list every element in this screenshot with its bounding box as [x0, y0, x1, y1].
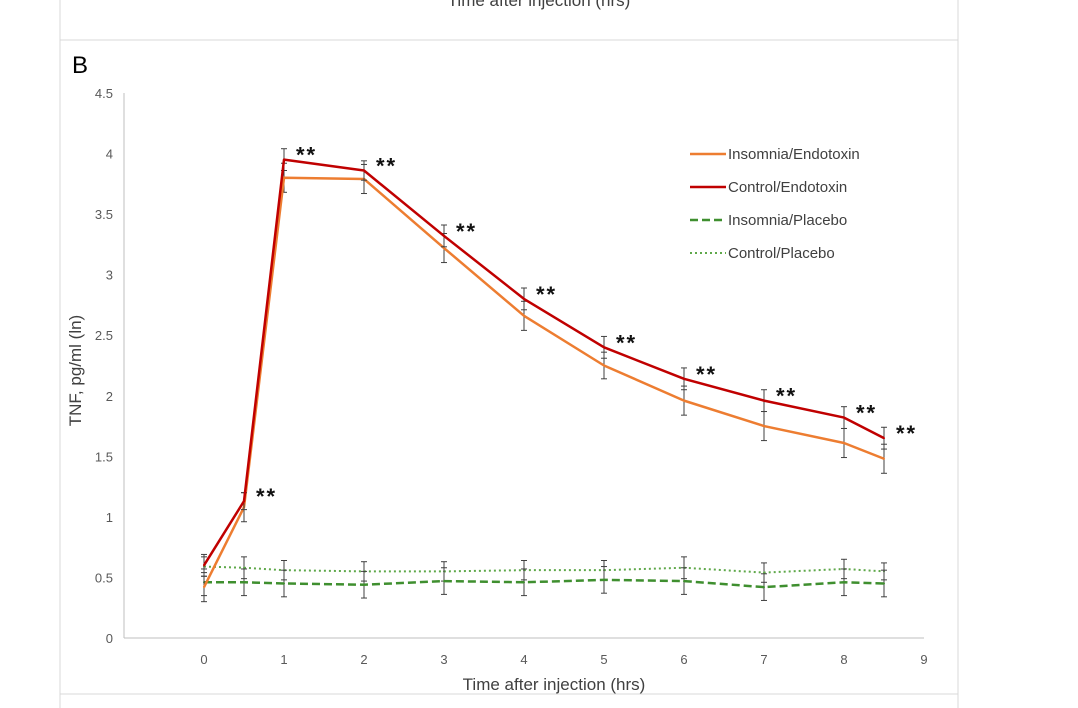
y-tick-label: 0 — [106, 631, 113, 646]
significance-marker: ** — [856, 401, 877, 426]
data-point — [843, 416, 845, 419]
data-point — [683, 399, 685, 402]
legend-label-control-endotoxin: Control/Endotoxin — [728, 179, 847, 196]
significance-marker: ** — [256, 484, 277, 509]
y-tick-label: 2 — [106, 389, 113, 404]
axes: 0 0.5 1 1.5 2 2.5 3 3.5 4 4.5 0 1 2 3 4 5 6 7 8 9 Time after… — [66, 86, 928, 694]
data-point — [883, 437, 885, 440]
legend-label-insomnia-placebo: Insomnia/Placebo — [728, 212, 847, 229]
x-tick-label: 2 — [360, 652, 367, 667]
data-point — [763, 425, 765, 428]
panel-label: B — [72, 52, 89, 79]
x-tick-label: 6 — [680, 652, 687, 667]
significance-marker: ** — [296, 143, 317, 168]
data-point — [603, 346, 605, 349]
legend: Insomnia/Endotoxin Control/Endotoxin Insom… — [690, 146, 860, 262]
data-point — [763, 571, 765, 574]
series-line — [202, 176, 885, 588]
data-point — [603, 364, 605, 367]
series-layer — [201, 148, 887, 603]
legend-label-insomnia-endotoxin: Insomnia/Endotoxin — [728, 146, 860, 163]
significance-marker: ** — [616, 330, 637, 355]
data-point — [443, 580, 445, 583]
data-point — [763, 586, 765, 589]
data-point — [243, 581, 245, 584]
significance-marker: ** — [536, 282, 557, 307]
series-control-endotoxin — [201, 148, 887, 577]
x-tick-label: 4 — [520, 652, 527, 667]
data-point — [843, 581, 845, 584]
data-point — [523, 581, 525, 584]
data-point — [243, 566, 245, 569]
significance-marker: ** — [696, 362, 717, 387]
data-point — [763, 399, 765, 402]
data-point — [243, 500, 245, 503]
legend-label-control-placebo: Control/Placebo — [728, 245, 835, 262]
x-axis-title: Time after injection (hrs) — [463, 675, 646, 694]
annotation-layer: ** ** ** ** ** ** ** ** ** ** — [256, 143, 917, 510]
series-insomnia-endotoxin — [201, 162, 887, 603]
significance-marker: ** — [896, 421, 917, 446]
y-tick-label: 0.5 — [95, 570, 113, 585]
y-tick-label: 1 — [106, 510, 113, 525]
y-tick-label: 1.5 — [95, 449, 113, 464]
data-point — [443, 234, 445, 237]
significance-marker: ** — [776, 384, 797, 409]
series-line — [204, 578, 885, 589]
y-tick-label: 2.5 — [95, 328, 113, 343]
series-control-placebo — [201, 556, 887, 583]
x-tick-label: 7 — [760, 652, 767, 667]
data-point — [203, 586, 205, 589]
data-point — [283, 582, 285, 585]
x-tick-label: 8 — [840, 652, 847, 667]
x-tick-label: 0 — [200, 652, 207, 667]
y-tick-label: 4.5 — [95, 86, 113, 101]
data-point — [443, 247, 445, 250]
x-tick-label: 1 — [280, 652, 287, 667]
data-point — [523, 314, 525, 317]
x-tick-label: 5 — [600, 652, 607, 667]
previous-panel-x-axis-label: Time after injection (hrs) — [447, 0, 631, 10]
data-point — [283, 158, 285, 161]
x-tick-label: 3 — [440, 652, 447, 667]
y-axis-title: TNF, pg/ml (ln) — [66, 315, 85, 426]
significance-marker: ** — [376, 154, 397, 179]
y-tick-label: 3 — [106, 268, 113, 283]
data-point — [843, 442, 845, 445]
data-point — [363, 583, 365, 586]
significance-marker: ** — [456, 219, 477, 244]
data-point — [203, 564, 205, 567]
y-tick-label: 4 — [106, 147, 113, 162]
y-tick-label: 3.5 — [95, 207, 113, 222]
data-point — [883, 582, 885, 585]
data-point — [683, 377, 685, 380]
data-point — [363, 169, 365, 172]
x-tick-label: 9 — [920, 652, 927, 667]
series-line — [203, 565, 885, 574]
data-point — [523, 297, 525, 300]
data-point — [603, 578, 605, 581]
data-point — [683, 580, 685, 583]
data-point — [283, 176, 285, 179]
data-point — [883, 457, 885, 460]
